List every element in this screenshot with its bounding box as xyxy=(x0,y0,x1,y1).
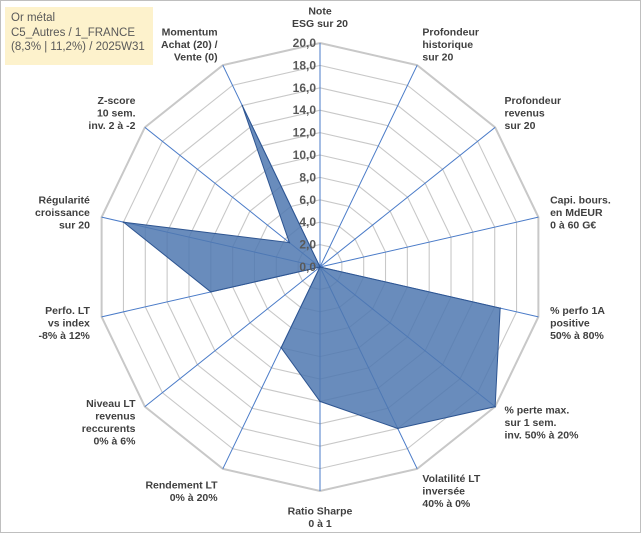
series-area xyxy=(121,105,501,429)
axis-label-line: inv. 2 à -2 xyxy=(88,120,135,132)
tick-label: 2,0 xyxy=(299,238,316,252)
axis-label-line: Profondeur xyxy=(505,95,562,107)
tick-label: 18,0 xyxy=(293,58,317,72)
axis-label: Rendement LT0% à 20% xyxy=(145,479,218,504)
radar-tick-labels: 0,0 2,0 4,0 6,0 8,0 10,0 12,0 14,0 16,0 18,0 20,0 xyxy=(293,36,317,274)
axis-label-line: Niveau LT xyxy=(86,398,136,410)
axis-label: % perte max.sur 1 sem.inv. 50% à 20% xyxy=(505,404,580,441)
radar-series xyxy=(121,104,501,430)
series-point xyxy=(494,405,496,408)
axis-label-line: 0% à 20% xyxy=(170,492,219,504)
axis-label-line: 0 à 60 G€ xyxy=(550,220,596,232)
axis-label-line: Perfo. LT xyxy=(45,305,90,317)
axis-label-line: sur 1 sem. xyxy=(505,417,557,429)
chart-title-box: Or métal C5_Autres / 1_FRANCE (8,3% | 11… xyxy=(5,7,153,65)
axis-label-line: historique xyxy=(422,39,473,51)
series-point xyxy=(319,266,321,268)
axis-label-line: 40% à 0% xyxy=(422,498,471,510)
axis-label-line: inversée xyxy=(422,486,465,498)
series-point xyxy=(499,307,501,309)
axis-spoke xyxy=(319,64,418,268)
axis-label-line: 0% à 6% xyxy=(93,436,136,448)
series-point xyxy=(241,104,244,107)
axis-label-line: Ratio Sharpe xyxy=(288,506,353,518)
title-line-3: (8,3% | 11,2%) / 2025W31 xyxy=(11,41,145,53)
series-point xyxy=(280,346,282,349)
tick-label: 4,0 xyxy=(299,215,316,229)
tick-label: 14,0 xyxy=(293,103,317,117)
axis-label-line: 50% à 80% xyxy=(550,330,604,342)
series-point xyxy=(319,400,321,403)
axis-label-line: Capi. bours. xyxy=(550,195,611,207)
axis-label-line: 10 sem. xyxy=(97,108,136,120)
series-point xyxy=(288,241,291,244)
tick-label: 8,0 xyxy=(299,170,316,184)
axis-label-line: sur 20 xyxy=(59,220,90,232)
title-line-1: Or métal xyxy=(11,12,56,24)
axis-label-line: Vente (0) xyxy=(174,51,218,63)
axis-label-line: Volatilité LT xyxy=(422,473,481,485)
axis-label-line: croissance xyxy=(35,207,90,219)
axis-label-line: en MdEUR xyxy=(550,207,603,219)
axis-label-line: sur 20 xyxy=(505,120,536,132)
series-point xyxy=(396,427,399,430)
tick-label: 16,0 xyxy=(293,81,317,95)
axis-label-line: -8% à 12% xyxy=(39,330,91,342)
axis-label-line: % perte max. xyxy=(505,404,570,416)
tick-label: 0,0 xyxy=(299,260,316,274)
axis-label-line: sur 20 xyxy=(422,51,453,63)
axis-label-line: inv. 50% à 20% xyxy=(505,429,580,441)
axis-label-line: vs index xyxy=(48,317,90,329)
tick-label: 10,0 xyxy=(293,148,317,162)
axis-label-line: reccurents xyxy=(82,423,136,435)
axis-spoke xyxy=(144,266,321,408)
axis-label-line: positive xyxy=(550,317,590,329)
axis-spoke xyxy=(319,126,496,268)
tick-label: 6,0 xyxy=(299,193,316,207)
axis-label-line: revenus xyxy=(505,108,545,120)
series-point xyxy=(210,291,212,293)
axis-label-line: Z-score xyxy=(98,95,136,107)
axis-label-line: Profondeur xyxy=(422,26,479,38)
tick-label: 20,0 xyxy=(293,36,317,50)
axis-label-line: Régularité xyxy=(39,195,91,207)
axis-label-line: revenus xyxy=(95,411,135,423)
title-line-2: C5_Autres / 1_FRANCE xyxy=(11,26,135,39)
axis-label-line: % perfo 1A xyxy=(550,305,605,317)
axis-label-line: Note xyxy=(308,6,331,18)
axis-label-line: ESG sur 20 xyxy=(292,18,348,30)
axis-label-line: Momentum xyxy=(162,26,218,38)
axis-spoke xyxy=(319,216,539,268)
series-point xyxy=(122,221,125,223)
axis-label-line: 0 à 1 xyxy=(308,518,332,530)
tick-label: 12,0 xyxy=(293,126,317,140)
axis-label-line: Achat (20) / xyxy=(161,39,218,51)
axis-label-line: Rendement LT xyxy=(145,479,218,491)
